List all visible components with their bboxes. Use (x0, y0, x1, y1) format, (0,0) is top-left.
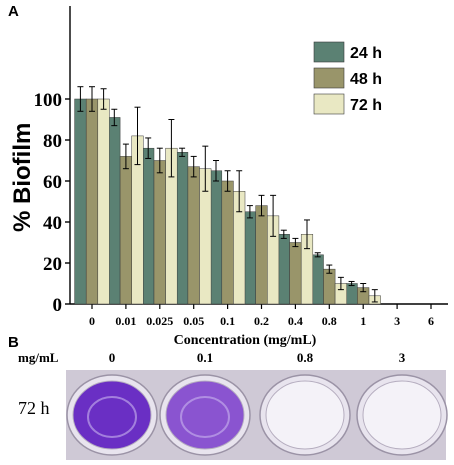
y-tick-label: 20 (43, 254, 62, 275)
bar (176, 152, 189, 305)
y-tick-label: 0 (53, 295, 63, 316)
y-axis-label: % Biofilm (9, 123, 36, 232)
bar (119, 156, 132, 305)
bar (108, 117, 121, 305)
bar (97, 98, 110, 305)
x-tick-label: 1 (360, 314, 366, 328)
y-tick-label: 100 (34, 90, 63, 111)
bar (85, 98, 99, 305)
x-axis-label: Concentration (mg/mL) (174, 333, 317, 348)
x-tick-label: 0.2 (254, 314, 269, 328)
x-tick-label: 0.01 (115, 314, 136, 328)
x-tick-label: 0.8 (322, 314, 337, 328)
well-photo (66, 370, 448, 460)
x-tick-label: 0.4 (288, 314, 303, 328)
well-labels: 0 0.1 0.8 3 (109, 350, 406, 365)
well-label: 0.8 (297, 350, 314, 365)
well-highlight (87, 396, 137, 438)
y-tick-label: 60 (43, 172, 62, 193)
bar-chart: 0 20 40 60 80 100 0 0.01 0.025 0.05 0.1 0.2 0.4 0.8 1… (34, 6, 448, 328)
bar (255, 205, 268, 305)
unit-label: mg/mL (18, 350, 59, 365)
bar (243, 211, 256, 305)
bar (323, 268, 336, 305)
x-ticks: 0 0.01 0.025 0.05 0.1 0.2 0.4 0.8 1 3 6 (89, 304, 434, 328)
bar (221, 180, 234, 305)
error-bars (77, 86, 378, 303)
bars (74, 98, 381, 305)
legend: 24 h 48 h 72 h (313, 41, 382, 115)
legend-swatch (313, 67, 345, 89)
x-tick-label: 0.025 (146, 314, 173, 328)
x-tick-label: 0.05 (183, 314, 204, 328)
bar (74, 98, 87, 305)
x-tick-label: 0 (89, 314, 95, 328)
x-tick-label: 6 (428, 314, 434, 328)
panel-b-letter: B (8, 334, 19, 351)
well-label: 0.1 (197, 350, 213, 365)
panel-a-letter: A (8, 3, 19, 20)
bar (277, 234, 290, 305)
x-tick-label: 3 (394, 314, 400, 328)
well-stain (362, 380, 442, 450)
bar (209, 170, 223, 305)
well-label: 3 (399, 350, 406, 365)
legend-swatch (313, 41, 345, 63)
y-tick-label: 80 (43, 131, 62, 152)
legend-label: 72 h (350, 97, 382, 114)
bar (142, 147, 155, 305)
x-tick-label: 0.1 (220, 314, 235, 328)
well-stain (265, 380, 345, 450)
bar (345, 283, 358, 305)
bar (153, 160, 166, 305)
y-tick-label: 40 (43, 213, 62, 234)
bar (311, 254, 324, 305)
legend-label: 24 h (350, 45, 382, 62)
legend-label: 48 h (350, 71, 382, 88)
row-label: 72 h (18, 398, 50, 418)
bar (187, 166, 200, 305)
well-stain (72, 380, 152, 450)
well-label: 0 (109, 350, 116, 365)
legend-swatch (313, 93, 345, 115)
well-highlight (180, 396, 230, 438)
bar (289, 242, 302, 305)
wells (66, 374, 448, 456)
well-stain (165, 380, 245, 450)
y-ticks: 0 20 40 60 80 100 (34, 90, 70, 316)
